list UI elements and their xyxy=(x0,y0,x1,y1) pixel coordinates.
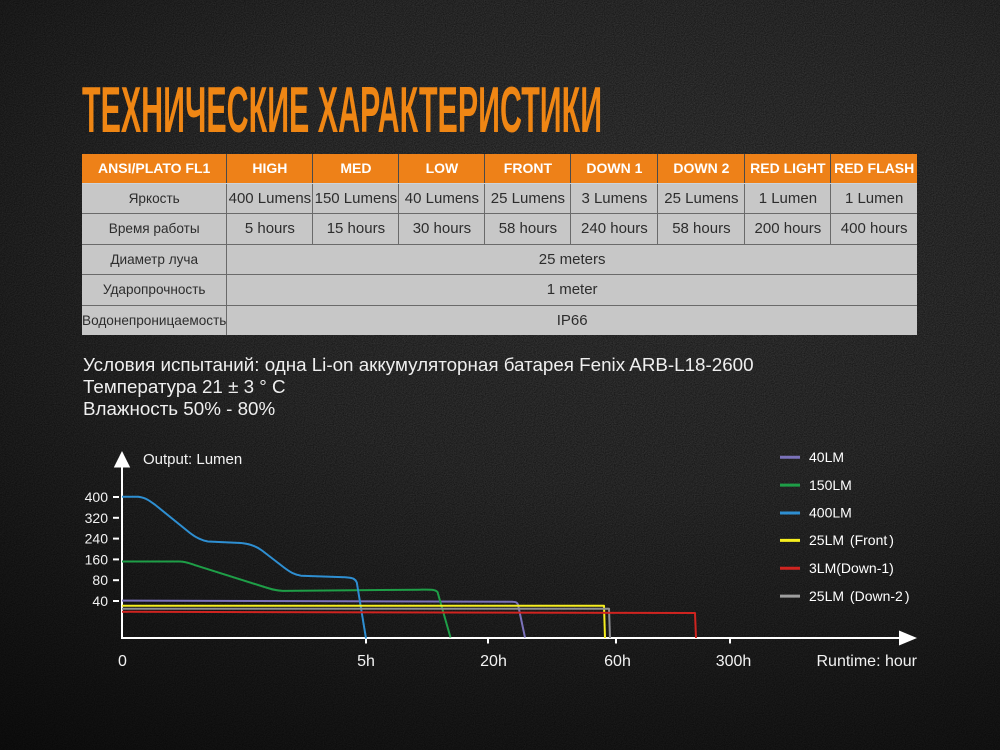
svg-text:0: 0 xyxy=(118,653,127,670)
svg-text:320: 320 xyxy=(85,510,109,526)
svg-text:25LM (Front): 25LM (Front) xyxy=(809,532,894,548)
svg-text:40LM: 40LM xyxy=(809,449,844,465)
svg-text:60h: 60h xyxy=(604,653,631,670)
svg-text:3LM(Down-1): 3LM(Down-1) xyxy=(809,560,894,576)
svg-text:Output: Lumen: Output: Lumen xyxy=(143,451,242,468)
svg-text:40: 40 xyxy=(92,593,108,609)
svg-text:150LM: 150LM xyxy=(809,477,852,493)
svg-text:Runtime: hour: Runtime: hour xyxy=(817,653,918,670)
svg-text:5h: 5h xyxy=(357,653,375,670)
svg-text:160: 160 xyxy=(85,551,109,567)
svg-text:80: 80 xyxy=(92,572,108,588)
svg-text:400LM: 400LM xyxy=(809,505,852,521)
svg-text:300h: 300h xyxy=(716,653,752,670)
svg-text:240: 240 xyxy=(85,531,109,547)
svg-text:400: 400 xyxy=(85,489,109,505)
svg-text:25LM (Down-2): 25LM (Down-2) xyxy=(809,588,910,604)
svg-text:20h: 20h xyxy=(480,653,507,670)
